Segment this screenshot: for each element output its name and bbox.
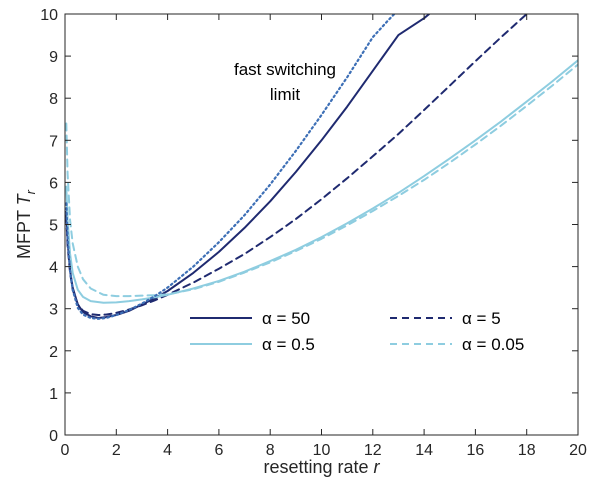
x-tick-label: 2 [112,442,121,459]
y-tick-label: 5 [49,218,58,235]
x-tick-label: 12 [364,442,382,459]
y-tick-label: 9 [49,49,58,66]
x-tick-label: 14 [415,442,433,459]
x-axis-label: resetting rate r [263,457,380,477]
legend-label-0: α = 50 [262,309,310,328]
y-tick-label: 1 [49,386,58,403]
x-tick-label: 6 [214,442,223,459]
y-axis-label: MFPT Tr [14,189,38,259]
x-tick-label: 4 [163,442,172,459]
x-tick-label: 0 [61,442,70,459]
series-line-1 [65,14,529,316]
series-line-2 [65,59,578,304]
legend-label-1: α = 5 [462,309,501,328]
x-tick-label: 20 [569,442,587,459]
annotation-limit: limit [270,85,300,104]
x-tick-label: 16 [467,442,485,459]
y-tick-label: 0 [49,428,58,445]
x-tick-label: 18 [518,442,536,459]
series-line-4 [65,14,396,320]
y-tick-label: 3 [49,302,58,319]
x-tick-label: 8 [266,442,275,459]
ticks-layer [64,13,579,436]
series-line-3 [65,63,578,298]
series-layer [65,14,578,320]
legend: α = 50 α = 5 α = 0.5 α = 0.05 [190,309,524,354]
y-tick-label: 2 [49,344,58,361]
legend-label-2: α = 0.5 [262,335,315,354]
y-tick-label: 6 [49,175,58,192]
legend-label-3: α = 0.05 [462,335,524,354]
y-tick-label: 8 [49,91,58,108]
annotation-fast-switching: fast switching [234,60,336,79]
y-tick-label: 10 [40,7,58,24]
y-tick-label: 7 [49,133,58,150]
x-tick-label: 10 [313,442,331,459]
y-tick-label: 4 [49,260,58,277]
